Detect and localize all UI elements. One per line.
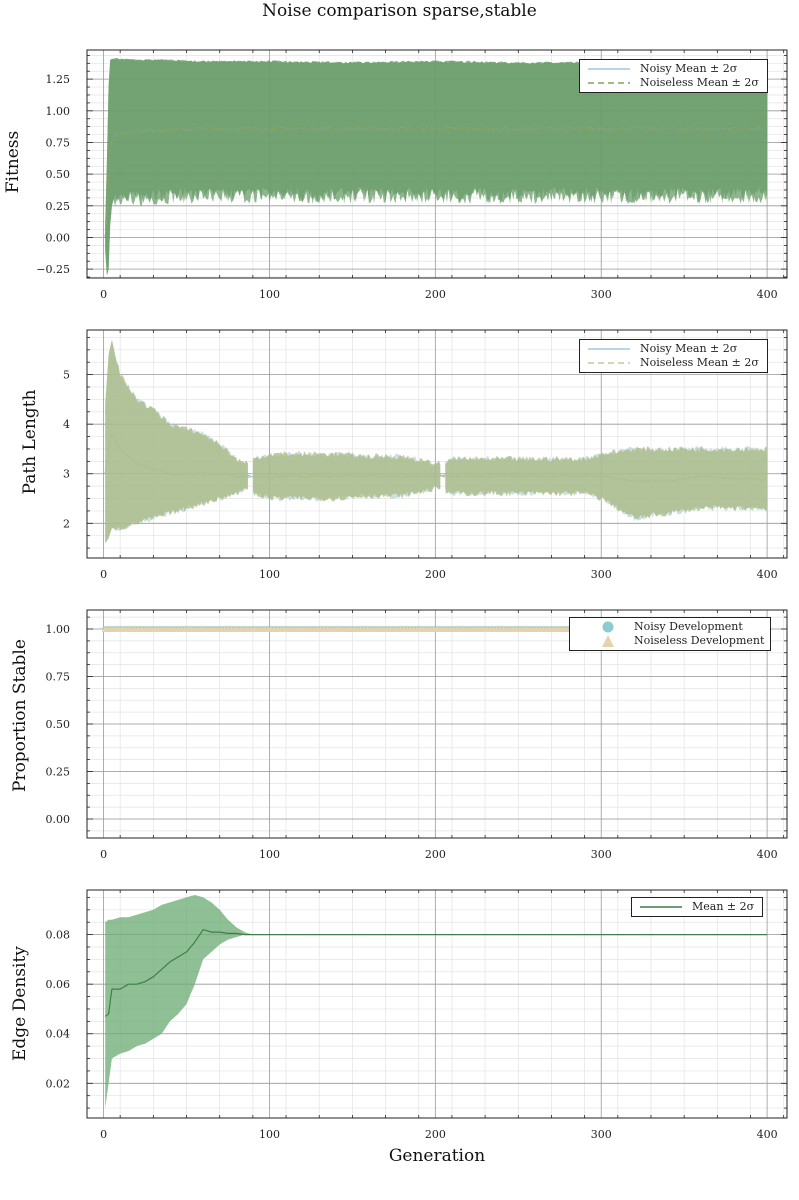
x-tick-label: 0 (100, 1128, 107, 1141)
x-tick-label: 400 (757, 1128, 778, 1141)
y-tick-label: 0.50 (46, 718, 71, 731)
x-tick-label: 100 (259, 568, 280, 581)
x-tick-label: 200 (425, 568, 446, 581)
y-tick-label: 0.75 (46, 136, 71, 149)
legend-item-noiseless-development: Noiseless Development (576, 634, 764, 648)
band-1-segment-0 (105, 339, 248, 544)
legend-item-noisy-development: Noisy Development (576, 620, 764, 634)
ticks (86, 610, 787, 838)
y-tick-label: 0.50 (46, 168, 71, 181)
y-tick-label: 3 (63, 468, 70, 481)
ticks (86, 330, 787, 558)
legend-item-noiseless: Noiseless Mean ± 2σ (586, 356, 759, 370)
plot-frame (86, 329, 788, 559)
x-tick-label: 300 (591, 288, 612, 301)
x-axis-label: Generation (388, 1146, 486, 1166)
y-tick-label: 0.25 (46, 766, 71, 779)
y-tick-label: 2 (63, 517, 70, 530)
y-tick-label: 1.25 (46, 73, 71, 86)
y-tick-label: 4 (63, 418, 70, 431)
x-tick-label: 100 (259, 288, 280, 301)
legend-label: Noiseless Mean ± 2σ (640, 356, 759, 369)
legend-item-noisy: Noisy Mean ± 2σ (586, 342, 759, 356)
legend-label: Noisy Mean ± 2σ (640, 62, 738, 75)
legend-label: Noisy Mean ± 2σ (640, 342, 738, 355)
legend-swatch-noiseless (586, 76, 632, 90)
x-tick-label: 400 (757, 568, 778, 581)
x-tick-label: 200 (425, 288, 446, 301)
figure-title: Noise comparison sparse,stable (262, 1, 537, 21)
band-0-segment-0 (105, 895, 768, 1109)
legend-label: Noisy Development (634, 620, 743, 633)
x-tick-label: 200 (425, 848, 446, 861)
legend-label: Noiseless Development (634, 634, 765, 647)
legend-marker-triangle-icon (576, 634, 626, 648)
x-tick-label: 100 (259, 848, 280, 861)
fitness-legend: Noisy Mean ± 2σ Noiseless Mean ± 2σ (579, 59, 768, 93)
legend-swatch-mean (638, 900, 684, 914)
ticks (86, 50, 787, 278)
y-tick-label: 0.25 (46, 200, 71, 213)
x-tick-label: 0 (100, 848, 107, 861)
legend-swatch-noisy (586, 62, 632, 76)
y-tick-label: 0.06 (46, 978, 71, 991)
legend-item-noisy: Noisy Mean ± 2σ (586, 62, 759, 76)
y-tick-label: 0.75 (46, 671, 71, 684)
legend-label: Noiseless Mean ± 2σ (640, 76, 759, 89)
x-tick-label: 100 (259, 1128, 280, 1141)
legend-swatch-noiseless (586, 356, 632, 370)
y-tick-label: 5 (63, 369, 70, 382)
x-tick-label: 300 (591, 1128, 612, 1141)
y-tick-label: −0.25 (36, 263, 70, 276)
edge-density-ylabel: Edge Density (10, 946, 30, 1061)
plot-frame (86, 49, 788, 279)
ticks (86, 890, 787, 1118)
x-tick-label: 200 (425, 1128, 446, 1141)
legend-marker-circle-icon (576, 620, 626, 634)
band-1-segment-0 (105, 58, 768, 276)
legend-item-noiseless: Noiseless Mean ± 2σ (586, 76, 759, 90)
plot-frame (86, 889, 788, 1119)
y-tick-label: 1.00 (46, 105, 71, 118)
x-tick-label: 300 (591, 568, 612, 581)
series-1-mean-line (104, 432, 768, 484)
y-tick-label: 1.00 (46, 623, 71, 636)
band-1-segment-4 (445, 446, 768, 520)
y-tick-label: 0.00 (46, 231, 71, 244)
path-length-legend: Noisy Mean ± 2σ Noiseless Mean ± 2σ (579, 339, 768, 373)
x-tick-label: 400 (757, 288, 778, 301)
y-tick-label: 0.04 (46, 1028, 71, 1041)
y-tick-label: 0.08 (46, 929, 71, 942)
y-tick-label: 0.00 (46, 813, 71, 826)
x-tick-label: 400 (757, 848, 778, 861)
series-1-mean-line (104, 125, 768, 238)
x-tick-label: 300 (591, 848, 612, 861)
legend-label: Mean ± 2σ (692, 900, 755, 913)
legend-item-mean: Mean ± 2σ (638, 900, 754, 914)
y-tick-label: 0.02 (46, 1077, 71, 1090)
x-tick-label: 0 (100, 568, 107, 581)
edge-density-legend: Mean ± 2σ (631, 897, 764, 917)
minor-grid (86, 610, 787, 838)
proportion-stable-legend: Noisy Development Noiseless Development (569, 617, 772, 651)
series-0-mean-line (104, 929, 768, 1017)
x-tick-label: 0 (100, 288, 107, 301)
legend-swatch-noisy (586, 342, 632, 356)
